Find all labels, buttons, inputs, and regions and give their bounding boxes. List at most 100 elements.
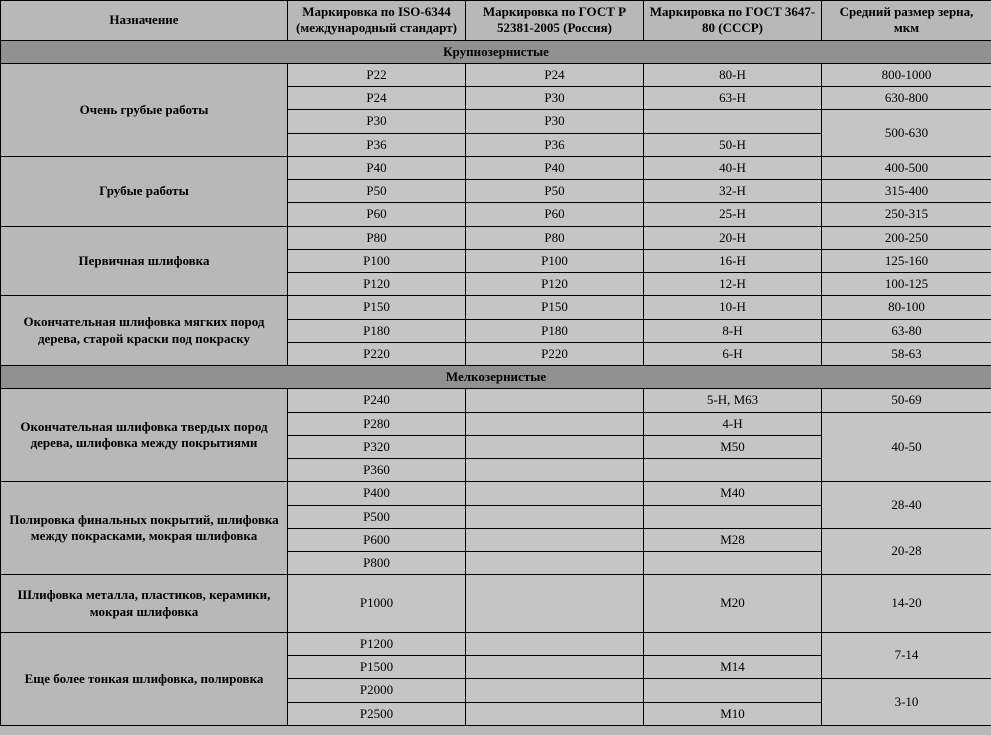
cell-iso: P220 bbox=[288, 342, 466, 365]
cell-iso: P100 bbox=[288, 249, 466, 272]
cell-ussr: М10 bbox=[644, 702, 822, 725]
cell-ussr: 16-Н bbox=[644, 249, 822, 272]
cell-gost-r bbox=[466, 482, 644, 505]
cell-iso: P50 bbox=[288, 180, 466, 203]
section-fine: Мелкозернистые bbox=[1, 366, 991, 389]
table-row: Окончательная шлифовка твердых пород дер… bbox=[1, 389, 991, 412]
cell-iso: P800 bbox=[288, 552, 466, 575]
abrasive-grit-table: Назначение Маркировка по ISO-6344 (между… bbox=[0, 0, 991, 726]
group-label: Окончательная шлифовка мягких пород дере… bbox=[1, 296, 288, 366]
cell-gost-r bbox=[466, 679, 644, 702]
cell-iso: P240 bbox=[288, 389, 466, 412]
header-iso: Маркировка по ISO-6344 (международный ст… bbox=[288, 1, 466, 41]
table-row: Полировка финальных покрытий, шлифовка м… bbox=[1, 482, 991, 505]
cell-iso: P36 bbox=[288, 133, 466, 156]
group-label: Полировка финальных покрытий, шлифовка м… bbox=[1, 482, 288, 575]
cell-gost-r bbox=[466, 575, 644, 633]
header-row: Назначение Маркировка по ISO-6344 (между… bbox=[1, 1, 991, 41]
cell-grain: 40-50 bbox=[822, 412, 991, 482]
cell-ussr bbox=[644, 459, 822, 482]
cell-gost-r bbox=[466, 505, 644, 528]
cell-iso: P1200 bbox=[288, 632, 466, 655]
cell-iso: P1000 bbox=[288, 575, 466, 633]
cell-gost-r bbox=[466, 632, 644, 655]
cell-iso: P360 bbox=[288, 459, 466, 482]
cell-gost-r bbox=[466, 552, 644, 575]
group-label: Грубые работы bbox=[1, 156, 288, 226]
cell-grain: 63-80 bbox=[822, 319, 991, 342]
cell-ussr: М50 bbox=[644, 435, 822, 458]
cell-grain: 125-160 bbox=[822, 249, 991, 272]
cell-iso: P180 bbox=[288, 319, 466, 342]
cell-gost-r: P100 bbox=[466, 249, 644, 272]
cell-iso: P600 bbox=[288, 528, 466, 551]
header-purpose: Назначение bbox=[1, 1, 288, 41]
cell-iso: P2500 bbox=[288, 702, 466, 725]
cell-ussr bbox=[644, 679, 822, 702]
cell-ussr: 4-Н bbox=[644, 412, 822, 435]
cell-ussr: М40 bbox=[644, 482, 822, 505]
table-row: Еще более тонкая шлифовка, полировка P12… bbox=[1, 632, 991, 655]
cell-grain: 50-69 bbox=[822, 389, 991, 412]
cell-grain: 250-315 bbox=[822, 203, 991, 226]
cell-iso: P500 bbox=[288, 505, 466, 528]
cell-ussr: М28 bbox=[644, 528, 822, 551]
cell-ussr: 20-Н bbox=[644, 226, 822, 249]
table-row: Первичная шлифовка P80 P80 20-Н 200-250 bbox=[1, 226, 991, 249]
cell-iso: P40 bbox=[288, 156, 466, 179]
cell-iso: P60 bbox=[288, 203, 466, 226]
cell-grain: 20-28 bbox=[822, 528, 991, 575]
cell-ussr: 10-Н bbox=[644, 296, 822, 319]
cell-iso: P30 bbox=[288, 110, 466, 133]
cell-ussr: 8-Н bbox=[644, 319, 822, 342]
cell-iso: P120 bbox=[288, 273, 466, 296]
cell-gost-r bbox=[466, 528, 644, 551]
cell-gost-r bbox=[466, 435, 644, 458]
cell-grain: 3-10 bbox=[822, 679, 991, 726]
cell-grain: 315-400 bbox=[822, 180, 991, 203]
cell-grain: 14-20 bbox=[822, 575, 991, 633]
cell-gost-r bbox=[466, 412, 644, 435]
section-coarse-label: Крупнозернистые bbox=[1, 40, 991, 63]
cell-ussr: 63-Н bbox=[644, 87, 822, 110]
cell-gost-r: P30 bbox=[466, 110, 644, 133]
cell-ussr bbox=[644, 552, 822, 575]
cell-gost-r: P60 bbox=[466, 203, 644, 226]
table-row: Грубые работы P40 P40 40-Н 400-500 bbox=[1, 156, 991, 179]
cell-grain: 200-250 bbox=[822, 226, 991, 249]
group-label: Очень грубые работы bbox=[1, 63, 288, 156]
table-row: Шлифовка металла, пластиков, керамики, м… bbox=[1, 575, 991, 633]
cell-ussr: 6-Н bbox=[644, 342, 822, 365]
cell-iso: P280 bbox=[288, 412, 466, 435]
cell-iso: P150 bbox=[288, 296, 466, 319]
cell-ussr: 50-Н bbox=[644, 133, 822, 156]
cell-gost-r: P30 bbox=[466, 87, 644, 110]
cell-ussr: 40-Н bbox=[644, 156, 822, 179]
cell-gost-r: P50 bbox=[466, 180, 644, 203]
cell-ussr: М14 bbox=[644, 656, 822, 679]
cell-ussr bbox=[644, 632, 822, 655]
cell-iso: P24 bbox=[288, 87, 466, 110]
cell-gost-r: P80 bbox=[466, 226, 644, 249]
cell-ussr: 5-Н, М63 bbox=[644, 389, 822, 412]
group-label: Первичная шлифовка bbox=[1, 226, 288, 296]
cell-grain: 58-63 bbox=[822, 342, 991, 365]
cell-ussr: М20 bbox=[644, 575, 822, 633]
cell-gost-r bbox=[466, 702, 644, 725]
cell-iso: P1500 bbox=[288, 656, 466, 679]
cell-gost-r: P24 bbox=[466, 63, 644, 86]
cell-grain: 500-630 bbox=[822, 110, 991, 157]
cell-iso: P400 bbox=[288, 482, 466, 505]
cell-gost-r bbox=[466, 459, 644, 482]
cell-gost-r: P36 bbox=[466, 133, 644, 156]
cell-gost-r: P40 bbox=[466, 156, 644, 179]
group-label: Окончательная шлифовка твердых пород дер… bbox=[1, 389, 288, 482]
group-label: Шлифовка металла, пластиков, керамики, м… bbox=[1, 575, 288, 633]
cell-gost-r: P120 bbox=[466, 273, 644, 296]
header-gost-ussr: Маркировка по ГОСТ 3647-80 (СССР) bbox=[644, 1, 822, 41]
cell-ussr: 12-Н bbox=[644, 273, 822, 296]
cell-grain: 630-800 bbox=[822, 87, 991, 110]
header-grain: Средний размер зерна, мкм bbox=[822, 1, 991, 41]
table-row: Очень грубые работы P22 P24 80-Н 800-100… bbox=[1, 63, 991, 86]
cell-iso: P2000 bbox=[288, 679, 466, 702]
